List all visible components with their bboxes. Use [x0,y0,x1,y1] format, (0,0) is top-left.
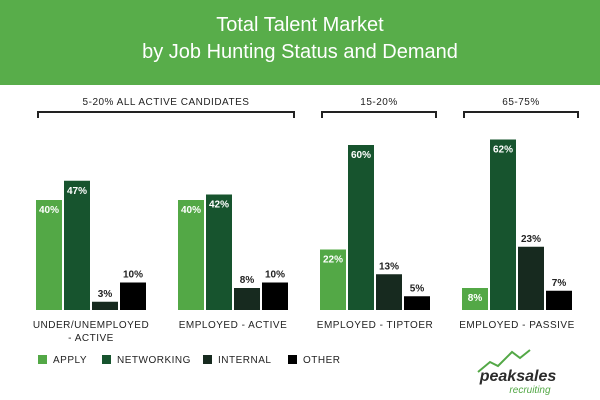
annotation: 15-20% [360,97,397,108]
legend-label: NETWORKING [117,355,191,366]
header-band [0,0,600,85]
bar [262,282,288,310]
bar [462,288,488,310]
legend-swatch [203,355,212,364]
value-label: 40% [39,205,59,216]
bar [518,246,544,310]
bar [178,200,204,310]
value-label: 5% [410,283,425,294]
value-label: 3% [98,289,113,300]
bracket [463,111,579,118]
value-label: 22% [323,255,343,266]
logo-tagline: recruiting [509,385,551,396]
value-label: 62% [493,145,513,156]
legend-swatch [102,355,111,364]
legend-swatch [38,355,47,364]
value-label: 23% [521,234,541,245]
value-label: 10% [265,270,285,281]
bar [546,290,572,310]
bar [320,249,346,310]
logo-mark [477,349,531,373]
bar [36,200,62,310]
bar [92,301,118,310]
x-tick-label: EMPLOYED - ACTIVE [178,320,288,331]
value-label: 60% [351,150,371,161]
legend-swatch [288,355,297,364]
legend-label: OTHER [303,355,341,366]
bracket [321,111,437,118]
value-label: 40% [181,205,201,216]
bar [64,180,90,310]
legend-label: APPLY [53,355,87,366]
chart-title: Total Talent Market by Job Hunting Statu… [142,14,458,63]
bar [206,194,232,310]
value-label: 47% [67,186,87,197]
bar [120,282,146,310]
bar [376,274,402,310]
x-tick-label: EMPLOYED - PASSIVE [459,320,575,331]
annotation: 5-20% ALL ACTIVE CANDIDATES [83,97,250,108]
annotation: 65-75% [502,97,539,108]
value-label: 13% [379,261,399,272]
x-tick-label: EMPLOYED - TIPTOER [316,320,434,331]
value-label: 7% [552,278,567,289]
x-tick-label: UNDER/UNEMPLOYED - ACTIVE [32,320,150,344]
value-label: 8% [240,275,255,286]
bar [404,296,430,310]
value-label: 42% [209,200,229,211]
value-label: 10% [123,270,143,281]
bar [490,139,516,310]
bracket [37,111,295,118]
bar [348,145,374,310]
value-label: 8% [468,293,483,304]
legend-label: INTERNAL [218,355,271,366]
logo-name: peaksales [479,368,557,385]
bar [234,288,260,310]
